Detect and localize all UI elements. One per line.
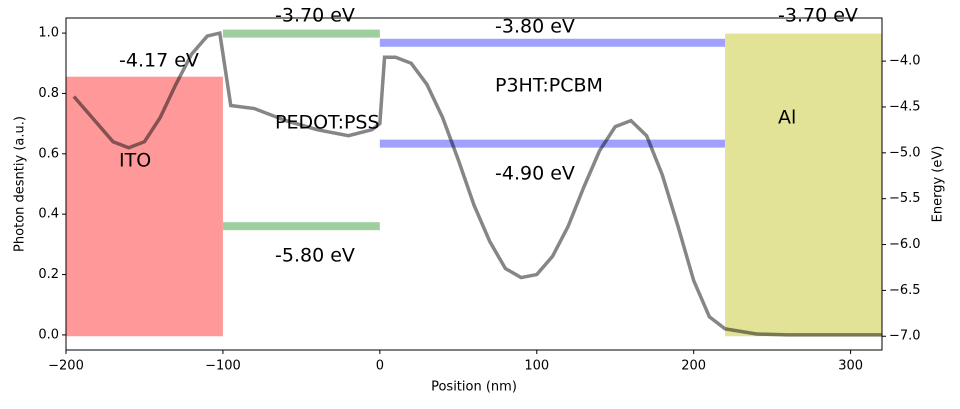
x-tick-label: −200 (48, 359, 84, 374)
x-tick-label: −100 (205, 359, 241, 374)
y2-tick-label: −5.5 (889, 191, 921, 206)
energy-label: -4.90 eV (495, 163, 575, 185)
layer-name: PEDOT:PSS (275, 112, 380, 134)
layer-name: Al (778, 107, 796, 129)
y-tick-label: 0.0 (38, 327, 59, 342)
energy-level (222, 222, 380, 231)
energy-label: -3.70 eV (778, 5, 858, 27)
x-axis-label: Position (nm) (431, 380, 517, 395)
y2-tick-label: −5.0 (889, 145, 921, 160)
layer-name: P3HT:PCBM (495, 75, 603, 97)
layer-block (725, 33, 882, 337)
y2-axis-label: Energy (eV) (931, 146, 946, 223)
y-tick-label: 0.6 (38, 146, 59, 161)
energy-label: -4.17 eV (119, 50, 199, 72)
energy-label: -3.70 eV (275, 5, 355, 27)
energy-label: -5.80 eV (275, 245, 355, 267)
plot-frame (65, 17, 883, 351)
y2-tick-label: −4.5 (889, 99, 921, 114)
y2-tick-label: −4.0 (889, 54, 921, 69)
energy-level (379, 139, 726, 148)
energy-level (379, 38, 726, 47)
y2-tick-label: −7.0 (889, 329, 921, 344)
x-tick-label: 0 (376, 359, 384, 374)
y-tick-label: 0.8 (38, 86, 59, 101)
photon-density-line (72, 30, 882, 337)
y-tick-label: 0.2 (38, 267, 59, 282)
energy-label: -3.80 eV (495, 16, 575, 38)
y2-tick-label: −6.5 (889, 283, 921, 298)
y2-tick-label: −6.0 (889, 237, 921, 252)
y-tick-label: 1.0 (38, 26, 59, 41)
y-tick-label: 0.4 (38, 207, 59, 222)
y-axis-label: Photon desntiy (a.u.) (13, 116, 28, 252)
energy-level (222, 29, 380, 38)
layer-name: ITO (119, 150, 151, 172)
x-tick-label: 100 (524, 359, 549, 374)
x-tick-label: 300 (838, 359, 863, 374)
x-tick-label: 200 (681, 359, 706, 374)
